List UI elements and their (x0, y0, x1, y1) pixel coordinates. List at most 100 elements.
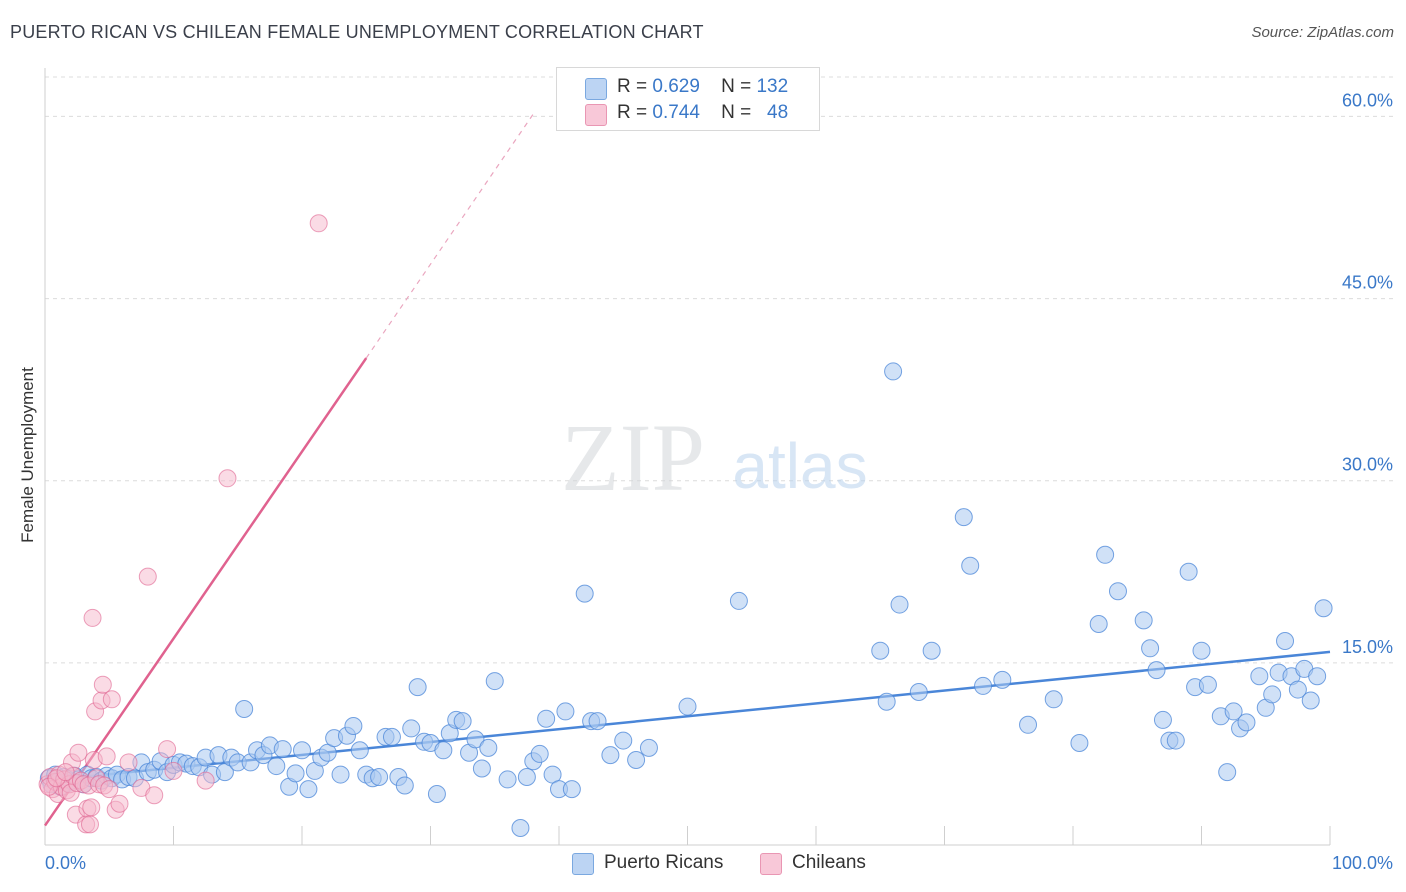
data-point-puerto-rican (434, 741, 453, 760)
data-point-puerto-rican (1276, 632, 1295, 650)
bottom-legend-label: Puerto Ricans (604, 852, 724, 873)
data-point-puerto-rican (974, 676, 993, 695)
watermark-atlas: atlas (732, 430, 867, 502)
trend-line-chileans-extension (365, 113, 534, 359)
data-point-puerto-rican (299, 780, 318, 799)
data-point-puerto-rican (344, 717, 363, 735)
data-point-chilean (56, 763, 75, 782)
data-point-chilean (97, 747, 116, 766)
data-point-puerto-rican (993, 670, 1012, 689)
data-point-puerto-rican (1250, 667, 1269, 686)
data-point-puerto-rican (293, 741, 311, 760)
data-point-chilean (218, 469, 237, 488)
data-point-puerto-rican (562, 780, 581, 799)
data-point-puerto-rican (235, 700, 254, 718)
data-point-puerto-rican (639, 738, 658, 757)
data-point-puerto-rican (530, 744, 549, 763)
legend-n-value: 132 (756, 76, 789, 97)
data-point-puerto-rican (1044, 690, 1063, 709)
data-point-puerto-rican (472, 759, 491, 778)
legend-r-label: R = (617, 76, 648, 97)
data-point-puerto-rican (909, 683, 928, 701)
data-point-puerto-rican (286, 764, 305, 783)
legend-swatch-pink (585, 104, 607, 126)
data-point-chilean (196, 771, 215, 790)
data-point-puerto-rican (350, 741, 369, 760)
watermark-zip: ZIP (561, 404, 705, 511)
data-point-puerto-rican (877, 692, 896, 711)
data-point-puerto-rican (1089, 615, 1108, 633)
data-point-puerto-rican (267, 757, 286, 776)
data-point-puerto-rican (408, 678, 427, 697)
legend-swatch-blue (585, 78, 607, 100)
data-point-chilean (80, 815, 99, 834)
data-point-puerto-rican (511, 819, 530, 837)
chart-title: PUERTO RICAN VS CHILEAN FEMALE UNEMPLOYM… (10, 22, 704, 42)
data-point-puerto-rican (954, 508, 973, 527)
data-point-puerto-rican (729, 591, 748, 610)
data-point-puerto-rican (273, 740, 292, 759)
data-point-puerto-rican (427, 785, 446, 803)
series-chileans (38, 214, 328, 834)
data-point-puerto-rican (556, 702, 575, 721)
axes (44, 68, 1331, 846)
data-point-puerto-rican (1263, 685, 1282, 704)
data-point-puerto-rican (382, 727, 401, 746)
data-point-puerto-rican (1224, 702, 1243, 721)
bottom-legend-swatch-blue (572, 853, 594, 875)
data-point-puerto-rican (395, 776, 414, 795)
data-point-puerto-rican (479, 738, 498, 757)
legend-r-label: R = (617, 102, 648, 123)
legend-n-label: N = (721, 102, 752, 123)
data-point-puerto-rican (517, 768, 536, 786)
data-point-puerto-rican (402, 719, 421, 738)
data-point-chilean (102, 690, 121, 709)
data-point-puerto-rican (1308, 667, 1327, 686)
data-point-puerto-rican (1141, 639, 1160, 658)
data-point-puerto-rican (1019, 715, 1038, 734)
data-point-puerto-rican (588, 712, 607, 731)
data-point-puerto-rican (498, 770, 517, 789)
data-point-puerto-rican (575, 584, 594, 603)
data-point-chilean (110, 794, 129, 813)
bottom-legend-swatch-pink (760, 853, 782, 875)
data-point-chilean (164, 761, 183, 780)
y-axis-label: Female Unemployment (18, 367, 37, 543)
data-point-puerto-rican (1301, 691, 1320, 710)
data-point-puerto-rican (1166, 731, 1185, 750)
source-label: Source: ZipAtlas.com (1251, 24, 1394, 41)
x-tick-label: 0.0% (45, 853, 86, 873)
data-point-puerto-rican (1096, 545, 1115, 564)
correlation-legend: R = 0.629 N = 132 R = 0.744 N = 48 (556, 67, 820, 131)
data-point-puerto-rican (890, 595, 909, 614)
data-point-chilean (145, 786, 164, 805)
x-tick-label: 100.0% (1332, 853, 1393, 873)
data-point-puerto-rican (1070, 734, 1089, 752)
data-point-puerto-rican (1192, 641, 1211, 660)
data-point-puerto-rican (1237, 713, 1256, 732)
data-point-puerto-rican (1134, 611, 1153, 630)
data-point-chilean (100, 780, 119, 799)
trend-line-chileans (43, 357, 368, 827)
data-point-puerto-rican (1288, 680, 1307, 699)
y-tick-label: 15.0% (1342, 637, 1393, 657)
y-tick-label: 60.0% (1342, 90, 1393, 110)
data-point-puerto-rican (627, 751, 646, 769)
data-point-chilean (82, 798, 101, 817)
legend-r-value: 0.629 (652, 76, 700, 97)
data-point-puerto-rican (331, 765, 350, 784)
data-point-puerto-rican (370, 768, 389, 786)
data-point-puerto-rican (961, 556, 980, 575)
legend-r-value: 0.744 (652, 102, 700, 123)
data-point-chilean (93, 675, 112, 694)
data-point-puerto-rican (1108, 582, 1127, 601)
watermark: ZIP atlas (561, 404, 868, 511)
data-point-puerto-rican (1147, 661, 1166, 680)
y-tick-label: 30.0% (1342, 455, 1393, 475)
data-point-puerto-rican (1314, 599, 1333, 618)
bottom-legend-label: Chileans (792, 852, 866, 873)
data-point-chilean (158, 740, 177, 759)
data-point-puerto-rican (871, 641, 890, 660)
data-point-chilean (119, 753, 138, 772)
